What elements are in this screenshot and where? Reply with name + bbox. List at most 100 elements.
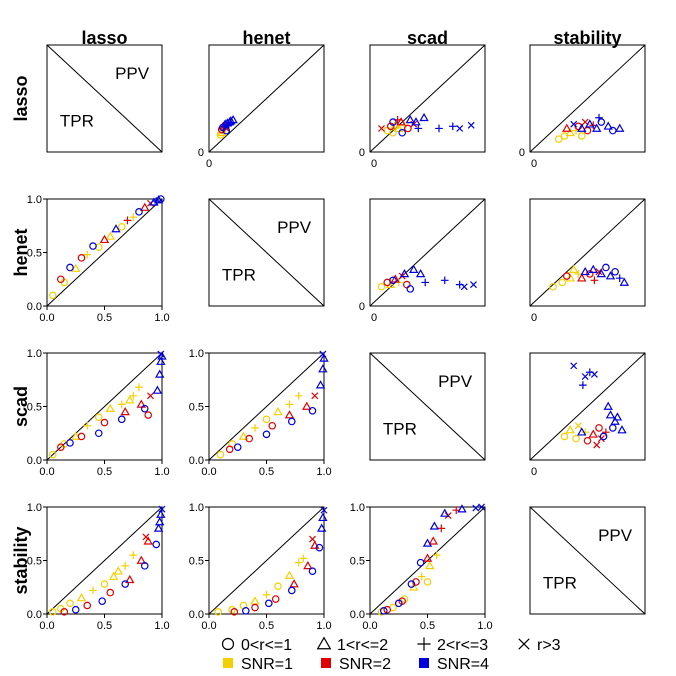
data-point	[147, 392, 154, 400]
data-point	[142, 533, 150, 541]
data-point	[100, 418, 109, 427]
data-point	[318, 512, 328, 522]
data-point	[411, 117, 421, 126]
reference-line	[208, 506, 325, 615]
x-zero-label: 0	[371, 158, 377, 170]
panel-frame	[529, 198, 646, 307]
data-point	[140, 202, 150, 211]
data-point	[565, 273, 575, 282]
reference-line	[529, 352, 646, 461]
x-tick-label: 0.5	[259, 466, 274, 478]
data-point	[71, 605, 80, 614]
x-tick-label: 0.5	[259, 620, 274, 632]
data-point	[120, 406, 130, 416]
data-point	[152, 385, 163, 394]
y-tick-label: 0.0	[350, 609, 365, 621]
panel-frame	[529, 352, 646, 461]
data-point	[577, 273, 587, 282]
legend-swatch	[419, 658, 429, 668]
data-point	[315, 543, 324, 552]
y-tick-label: 0.5	[189, 402, 204, 414]
data-point	[378, 124, 385, 132]
data-point	[590, 370, 598, 378]
diagonal-line	[46, 44, 163, 153]
data-point	[66, 263, 74, 272]
data-point	[154, 517, 165, 526]
data-point	[460, 283, 468, 291]
data-point	[585, 119, 595, 128]
data-point	[554, 135, 563, 143]
x-tick-label: 0.0	[362, 620, 377, 632]
legend-label-triangle: 1<r<=2	[337, 637, 388, 654]
data-point	[152, 197, 161, 205]
data-point	[421, 278, 430, 287]
panel-henet-lasso: 0.0 0.5 1.0 0.0 0.5 1.0	[27, 194, 170, 324]
data-point	[456, 124, 464, 132]
column-title-scad: scad	[407, 28, 448, 48]
data-point	[389, 276, 397, 285]
data-point	[140, 562, 149, 570]
x-tick-label: 1.0	[477, 620, 492, 632]
data-point	[144, 411, 153, 419]
data-point	[251, 603, 259, 612]
legend-symbol-circle	[221, 637, 235, 651]
reference-line	[529, 44, 646, 153]
data-point	[152, 540, 161, 549]
ppv-label: PPV	[115, 64, 150, 83]
panel-scad-stability: 0	[529, 352, 646, 478]
legend-label-plus: 2<r<=3	[437, 637, 488, 654]
ppv-label: PPV	[438, 372, 473, 391]
data-point	[583, 436, 592, 445]
data-point	[309, 535, 316, 543]
data-point	[596, 269, 607, 278]
data-point	[440, 276, 449, 285]
y-zero-label: 0	[198, 147, 204, 159]
data-point	[425, 560, 435, 570]
data-point	[398, 128, 407, 137]
data-point	[320, 506, 328, 514]
panel-frame	[369, 352, 486, 461]
data-point	[66, 439, 74, 447]
data-point	[302, 401, 312, 410]
data-point	[422, 553, 433, 562]
panel-frame	[369, 198, 486, 307]
data-point	[154, 369, 165, 378]
panel-scad-henet: 0.0 0.5 1.0 0.0 0.5 1.0	[189, 348, 332, 478]
y-tick-label: 1.0	[27, 194, 42, 206]
data-point	[394, 599, 403, 608]
data-point	[400, 595, 409, 603]
row-title-henet: henet	[11, 228, 31, 276]
y-tick-label: 0.0	[189, 609, 204, 621]
diagonal-line	[369, 352, 486, 461]
data-point	[83, 421, 92, 430]
data-point	[299, 554, 308, 563]
data-point	[619, 277, 630, 286]
data-point	[448, 122, 457, 131]
data-point	[289, 579, 299, 588]
y-tick-label: 1.0	[27, 348, 42, 360]
panel-lasso-lasso: PPV TPR	[46, 44, 163, 153]
data-point	[412, 578, 420, 586]
row-title-stability: stability	[11, 526, 31, 594]
reference-line	[369, 198, 486, 307]
data-point	[157, 351, 167, 360]
data-point	[407, 580, 416, 588]
panel-stability-henet: 0.0 0.5 1.0 0.0 0.5 1.0	[189, 502, 332, 632]
data-point	[377, 282, 386, 291]
data-point	[402, 280, 411, 289]
data-point	[422, 538, 433, 547]
x-zero-label: 0	[371, 312, 377, 324]
data-point	[579, 381, 587, 389]
diagonal-line	[208, 198, 325, 307]
data-point	[250, 596, 260, 605]
x-tick-label: 0.5	[420, 620, 435, 632]
data-point	[572, 434, 580, 443]
reference-line	[46, 506, 163, 615]
x-tick-label: 0.0	[39, 312, 54, 324]
data-point	[117, 223, 126, 231]
data-point	[268, 421, 277, 430]
x-tick-label: 1.0	[316, 466, 331, 478]
data-point	[71, 431, 81, 440]
panel-grid: lassohenetscadstabilityPPVTPR0000000.00.…	[11, 44, 646, 632]
